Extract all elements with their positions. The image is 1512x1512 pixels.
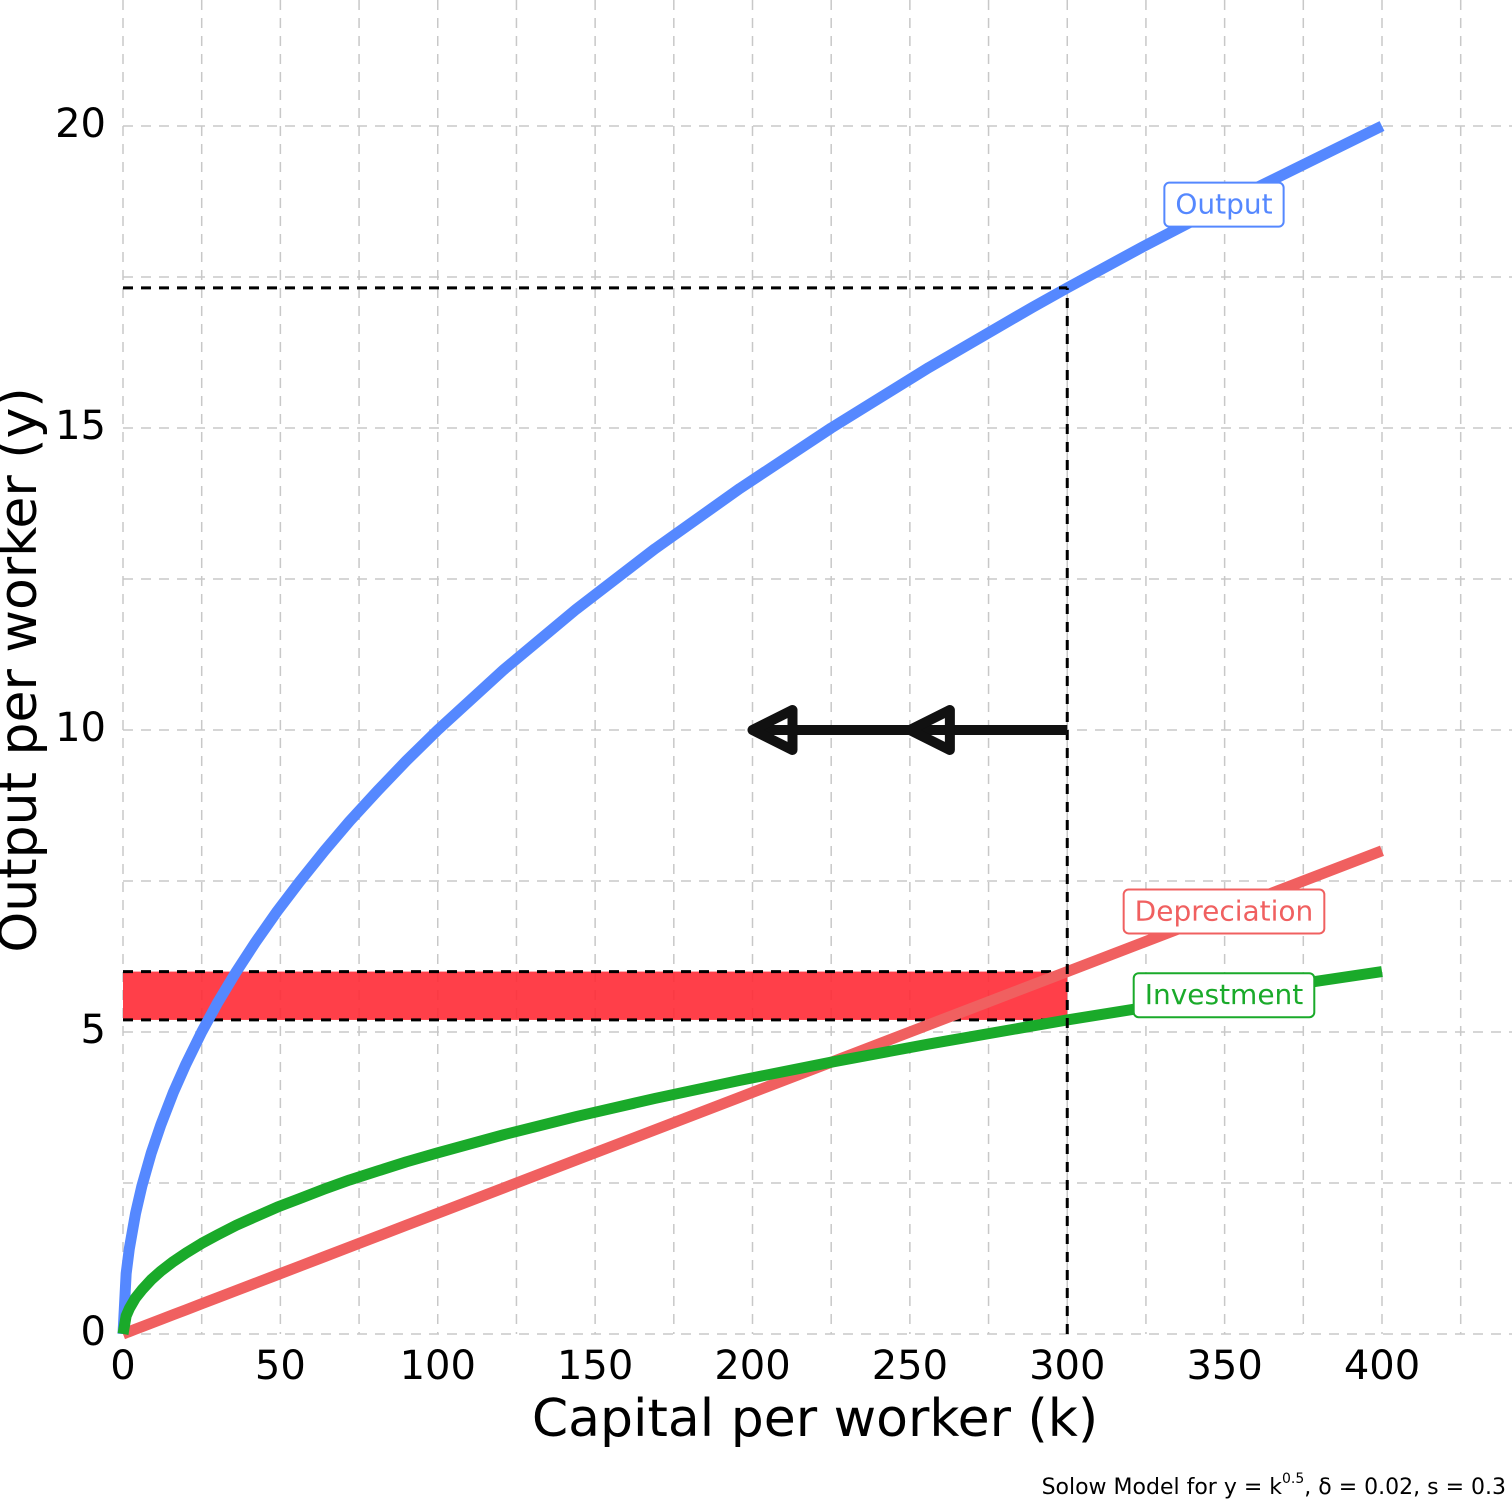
x-tick-label: 150 xyxy=(557,1343,633,1389)
caption-text: Solow Model for y = k xyxy=(1042,1475,1283,1500)
series-line xyxy=(120,845,1384,1340)
y-axis-title: Output per worker (y) xyxy=(0,387,49,952)
series-label-box xyxy=(1132,972,1316,1019)
investment-band xyxy=(123,971,1068,1020)
y-tick-label: 0 xyxy=(81,1309,106,1355)
y-tick-label: 10 xyxy=(55,705,106,751)
series-label-box xyxy=(1163,181,1285,228)
y-tick-label: 15 xyxy=(55,403,106,449)
x-tick-label: 250 xyxy=(872,1343,948,1389)
x-tick-label: 50 xyxy=(255,1343,306,1389)
x-tick-label: 300 xyxy=(1029,1343,1105,1389)
caption-sup: 0.5 xyxy=(1282,1471,1304,1487)
arrow-head xyxy=(904,705,955,755)
series-line xyxy=(117,121,1385,1335)
plot-area xyxy=(122,0,1512,1335)
x-tick-label: 0 xyxy=(110,1343,135,1389)
x-tick-label: 100 xyxy=(400,1343,476,1389)
series-label-box xyxy=(1122,888,1326,935)
x-axis-title: Capital per worker (k) xyxy=(532,1389,1098,1449)
caption-text: , δ = 0.02, s = 0.3 xyxy=(1304,1475,1506,1500)
y-tick-label: 5 xyxy=(81,1007,106,1053)
x-tick-label: 350 xyxy=(1186,1343,1262,1389)
series-label: Investment xyxy=(1145,978,1304,1011)
x-tick-label: 200 xyxy=(714,1343,790,1389)
series-label: Depreciation xyxy=(1135,894,1314,927)
caption: Solow Model for y = k0.5, δ = 0.02, s = … xyxy=(1042,1471,1506,1500)
y-tick-label: 20 xyxy=(55,101,106,147)
series-line xyxy=(117,966,1383,1335)
x-tick-label: 400 xyxy=(1344,1343,1420,1389)
arrow-head xyxy=(747,705,798,755)
series-label: Output xyxy=(1175,188,1272,221)
